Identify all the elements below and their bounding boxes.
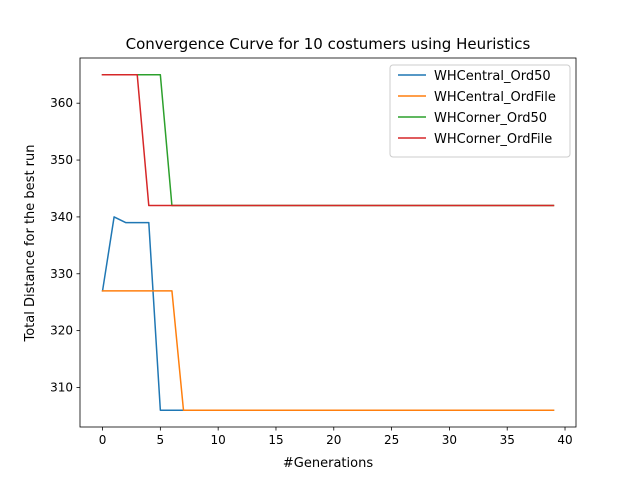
chart-title: Convergence Curve for 10 costumers using…	[126, 35, 531, 53]
y-axis-label: Total Distance for the best run	[23, 144, 38, 342]
y-tick-label: 350	[50, 153, 73, 167]
legend-label-2: WHCorner_Ord50	[434, 111, 547, 126]
legend: WHCentral_Ord50 WHCentral_OrdFile WHCorner…	[389, 64, 571, 158]
x-tick-label: 20	[326, 433, 341, 447]
series-line-3	[101, 74, 555, 207]
x-tick-label: 30	[442, 433, 457, 447]
y-tick-label: 320	[50, 324, 73, 338]
legend-label-0: WHCentral_Ord50	[434, 69, 551, 84]
y-tick-label: 340	[50, 210, 73, 224]
x-tick-label: 40	[557, 433, 572, 447]
x-tick-label: 0	[99, 433, 107, 447]
legend-box	[389, 64, 571, 158]
x-tick-label: 10	[211, 433, 226, 447]
x-axis-label: #Generations	[283, 456, 373, 471]
x-tick-label: 15	[268, 433, 283, 447]
axes-frame	[79, 57, 577, 428]
x-tick-label: 35	[500, 433, 515, 447]
x-tick-label: 25	[384, 433, 399, 447]
series-line-1	[101, 290, 555, 411]
y-tick-label: 310	[50, 380, 73, 394]
plot-area: 0 5 10 15 20 25 30 35 40 310 320 330 340 350 360	[50, 57, 577, 447]
legend-label-1: WHCentral_OrdFile	[434, 90, 556, 105]
y-tick-label: 360	[50, 96, 73, 110]
x-tick-label: 5	[157, 433, 165, 447]
legend-label-3: WHCorner_OrdFile	[434, 132, 552, 147]
y-tick-label: 330	[50, 267, 73, 281]
